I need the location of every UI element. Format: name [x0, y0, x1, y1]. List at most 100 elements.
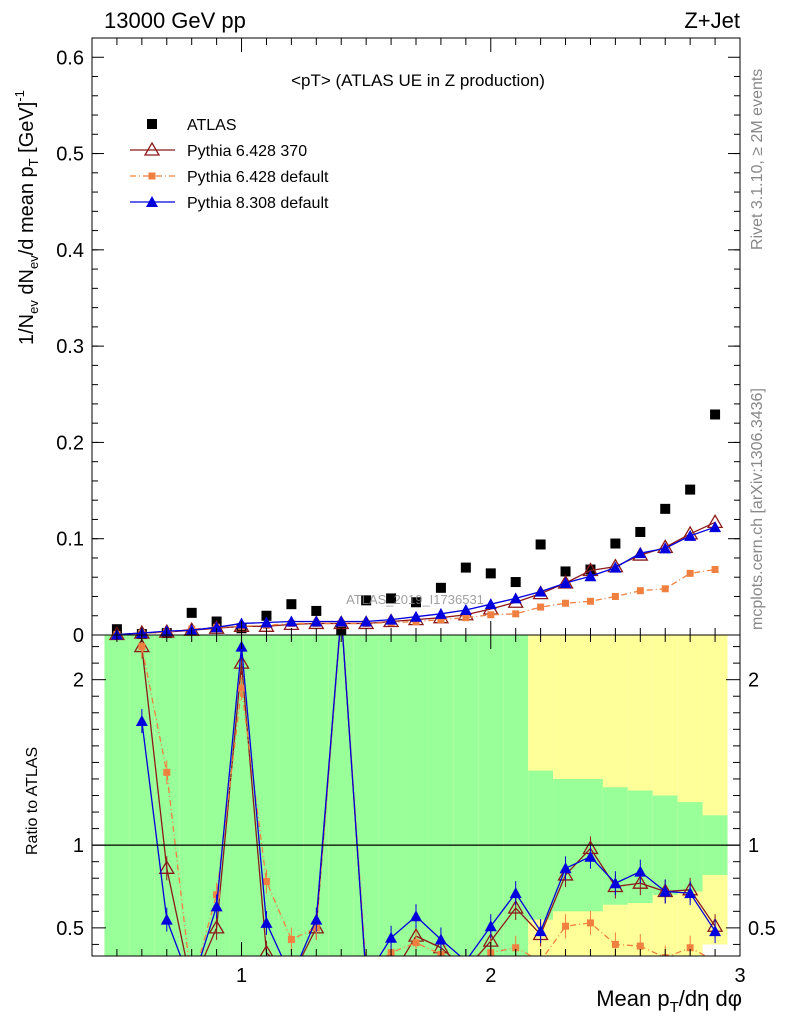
- ratio-point-pythia-8-308-default: [285, 972, 297, 983]
- main-point-atlas: [361, 595, 372, 606]
- main-point-pythia-6-428-default: [487, 611, 495, 619]
- ratio-point-pythia-8-308-default: [534, 925, 547, 937]
- legend-marker-pythia-6-428-default: [148, 172, 156, 180]
- main-y-tick-label: 0.6: [56, 47, 84, 69]
- ratio-point-pythia-6-428-default: [138, 643, 146, 651]
- main-point-atlas: [535, 539, 546, 550]
- ratio-point-pythia-6-428-default: [537, 957, 544, 964]
- main-y-tick-label: 0.2: [56, 432, 84, 454]
- ratio-y-tick-label: 2: [73, 670, 84, 692]
- main-point-pythia-8-308-default: [534, 585, 547, 597]
- main-point-pythia-6-428-default: [537, 603, 545, 611]
- band-inner-bin: [104, 635, 130, 956]
- band-inner-bin: [353, 635, 379, 956]
- main-point-pythia-8-308-default: [434, 607, 447, 619]
- main-y-tick-label: 0.3: [56, 336, 84, 358]
- x-tick-label: 1: [236, 965, 247, 987]
- main-point-pythia-8-308-default: [335, 615, 348, 627]
- ratio-point-pythia-8-308-default: [634, 865, 647, 877]
- ratio-point-pythia-8-308-default: [434, 933, 447, 945]
- ratio-point-pythia-8-308-default: [584, 850, 597, 862]
- ratio-point-pythia-6-428-370: [185, 979, 199, 991]
- ratio-point-pythia-6-428-370: [233, 654, 250, 669]
- main-point-pythia-8-308-default: [559, 577, 572, 589]
- legend-marker-pythia-8-308-default: [146, 196, 158, 207]
- x-tick-label: 2: [485, 965, 496, 987]
- band-outer-bin: [677, 635, 703, 956]
- main-point-atlas: [635, 526, 646, 537]
- main-point-atlas: [560, 566, 571, 577]
- main-point-atlas: [460, 562, 471, 573]
- ratio-point-pythia-8-308-default: [260, 916, 273, 928]
- ratio-point-pythia-8-308-default: [186, 980, 198, 991]
- legend-label-pythia-6-428-default: Pythia 6.428 default: [187, 169, 329, 186]
- band-inner-bin: [428, 635, 454, 956]
- ratio-point-pythia-6-428-default: [188, 982, 195, 989]
- main-point-pythia-8-308-default: [410, 610, 422, 622]
- ratio-point-pythia-8-308-default: [709, 925, 722, 937]
- ratio-point-pythia-6-428-370: [284, 971, 298, 983]
- band-outer-bin: [702, 635, 728, 945]
- main-point-pythia-8-308-default: [584, 570, 597, 582]
- main-point-atlas: [311, 605, 322, 616]
- band-inner-bin: [677, 802, 703, 892]
- band-inner-bin: [278, 635, 304, 956]
- main-point-atlas: [685, 484, 696, 495]
- band-inner-bin: [254, 635, 279, 956]
- ratio-point-pythia-6-428-default: [636, 942, 644, 950]
- main-point-atlas: [485, 568, 496, 579]
- ratio-point-pythia-8-308-default: [559, 862, 572, 874]
- band-inner-bin: [378, 635, 404, 956]
- main-point-atlas: [411, 597, 421, 608]
- main-y-tick-label: 0.1: [56, 529, 84, 551]
- legend-marker-atlas: [147, 119, 157, 129]
- legend-label-pythia-6-428-370: Pythia 6.428 370: [187, 143, 307, 160]
- ratio-point-pythia-6-428-370: [158, 860, 175, 874]
- main-point-atlas: [261, 610, 272, 621]
- main-point-pythia-8-308-default: [210, 621, 223, 633]
- energy-label: 13000 GeV pp: [104, 8, 246, 33]
- main-point-pythia-8-308-default: [285, 615, 298, 627]
- legend: ATLAS Pythia 6.428 370 Pythia 6.428 defaul…: [130, 117, 329, 212]
- main-point-pythia-6-428-default: [611, 592, 619, 600]
- main-point-atlas: [710, 409, 721, 420]
- main-point-pythia-8-308-default: [684, 529, 697, 541]
- main-point-atlas: [660, 503, 671, 514]
- main-y-axis-title: 1/Nev dNev/d mean pT [GeV]-1: [12, 90, 41, 345]
- legend-label-pythia-8-308-default: Pythia 8.308 default: [187, 195, 329, 212]
- main-point-pythia-8-308-default: [310, 615, 323, 627]
- band-inner-bin: [478, 635, 504, 956]
- ratio-point-pythia-6-428-370: [384, 971, 398, 983]
- main-y-tick-label: 0.4: [56, 240, 84, 262]
- ratio-point-pythia-8-308-default: [684, 887, 697, 899]
- ratio-point-pythia-8-308-default: [609, 877, 622, 889]
- ratio-point-pythia-8-308-default: [310, 913, 323, 925]
- axes: 0 0.1 0.2 0.3 0.4 0.5 0.6 1 2 3 0.5 0.5 1 1 2 2: [56, 37, 776, 987]
- ratio-point-pythia-8-308-default: [465, 954, 467, 956]
- legend-marker-pythia-6-428-370: [143, 141, 161, 156]
- main-point-pythia-6-428-default: [462, 614, 470, 622]
- ratio-point-pythia-6-428-default: [611, 940, 619, 948]
- chart-title: <pT> (ATLAS UE in Z production): [291, 71, 545, 90]
- band-inner-bin: [453, 635, 479, 956]
- process-label: Z+Jet: [684, 8, 740, 33]
- main-y-tick-label: 0: [73, 625, 84, 647]
- ratio-point-pythia-6-428-default: [686, 944, 694, 952]
- main-point-pythia-8-308-default: [609, 561, 622, 573]
- ratio-y-tick-label-right: 0.5: [748, 918, 776, 940]
- ratio-point-pythia-6-428-370: [359, 971, 373, 983]
- ratio-point-pythia-6-428-default: [586, 919, 594, 927]
- main-point-pythia-8-308-default: [659, 542, 672, 554]
- band-inner-bin: [403, 635, 429, 956]
- main-point-atlas: [610, 538, 621, 549]
- ratio-point-pythia-8-308-default: [410, 910, 422, 922]
- main-point-pythia-6-428-default: [636, 587, 644, 595]
- main-point-pythia-8-308-default: [459, 603, 472, 615]
- main-point-pythia-8-308-default: [360, 615, 373, 627]
- main-point-pythia-8-308-default: [709, 521, 722, 533]
- main-y-tick-label: 0.5: [56, 144, 84, 166]
- ratio-y-tick-label-right: 2: [748, 670, 759, 692]
- analysis-watermark: ATLAS_2019_I1736531: [346, 592, 484, 607]
- rivet-version-label: Rivet 3.1.10, ≥ 2M events: [749, 69, 766, 250]
